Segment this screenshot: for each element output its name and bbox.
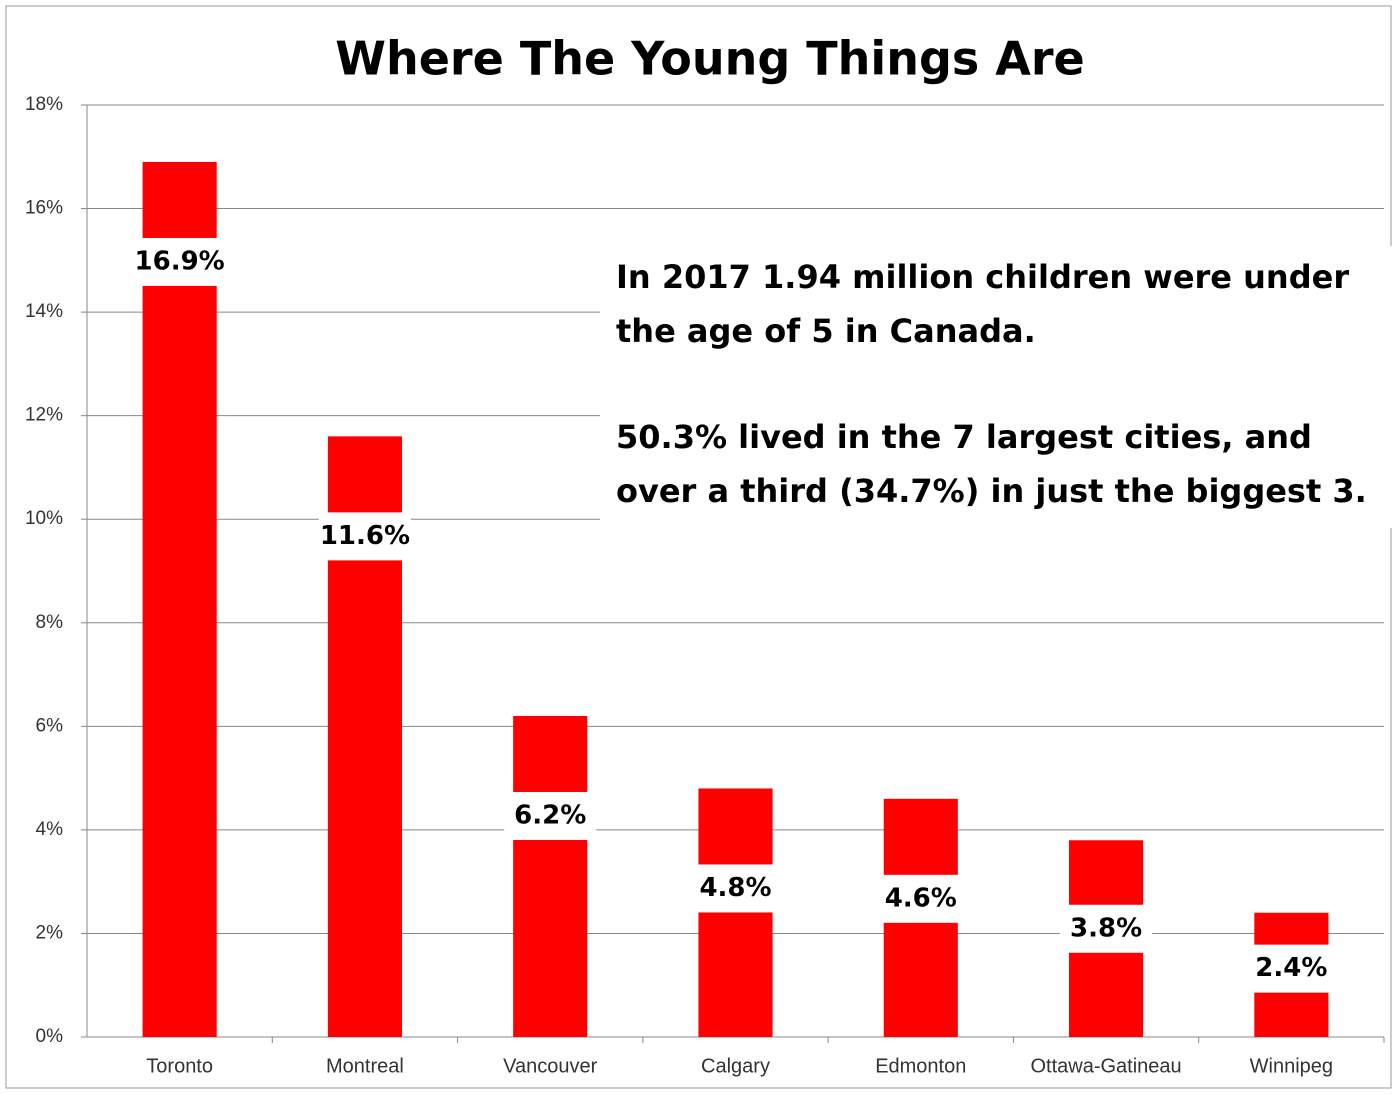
y-tick-label: 18% <box>25 94 63 115</box>
annotation-box: In 2017 1.94 million children were under… <box>600 246 1396 528</box>
x-tick-label: Vancouver <box>503 1055 597 1077</box>
bar <box>698 788 773 1037</box>
data-label-bg <box>689 864 782 913</box>
data-label: 4.8% <box>699 873 771 903</box>
y-tick-label: 14% <box>25 301 63 322</box>
x-tick-label: Montreal <box>326 1055 404 1077</box>
data-label: 6.2% <box>514 800 586 830</box>
chart-title: Where The Young Things Are <box>335 32 1085 86</box>
bar <box>142 161 217 1037</box>
data-label-bg <box>1245 944 1338 993</box>
x-tick-label: Edmonton <box>875 1055 966 1077</box>
data-label-bg <box>504 791 597 840</box>
data-label: 11.6% <box>320 521 410 551</box>
annotation: 50.3% lived in the 7 largest cities, and… <box>616 418 1367 510</box>
y-tick-label: 12% <box>25 405 63 426</box>
data-label: 16.9% <box>135 246 225 276</box>
bar <box>513 715 588 1037</box>
annotation: In 2017 1.94 million children were under… <box>616 258 1350 350</box>
y-tick-label: 10% <box>25 508 63 529</box>
y-tick-label: 8% <box>36 612 64 633</box>
data-label: 2.4% <box>1255 953 1327 983</box>
y-tick-label: 0% <box>36 1026 64 1047</box>
x-tick-label: Winnipeg <box>1250 1055 1333 1077</box>
y-tick-label: 4% <box>36 819 64 840</box>
x-tick-label: Toronto <box>146 1055 213 1077</box>
y-tick-label: 6% <box>36 715 64 736</box>
data-label-bg <box>874 874 967 923</box>
x-tick-label: Calgary <box>701 1055 770 1077</box>
y-tick-label: 2% <box>36 922 64 943</box>
data-label-bg <box>318 512 411 561</box>
data-label-bg <box>1060 904 1153 953</box>
x-tick-label: Ottawa-Gatineau <box>1030 1055 1181 1077</box>
data-label-bg <box>133 237 226 286</box>
data-label: 4.6% <box>885 883 957 913</box>
y-tick-label: 16% <box>25 198 63 219</box>
data-label: 3.8% <box>1070 913 1142 943</box>
